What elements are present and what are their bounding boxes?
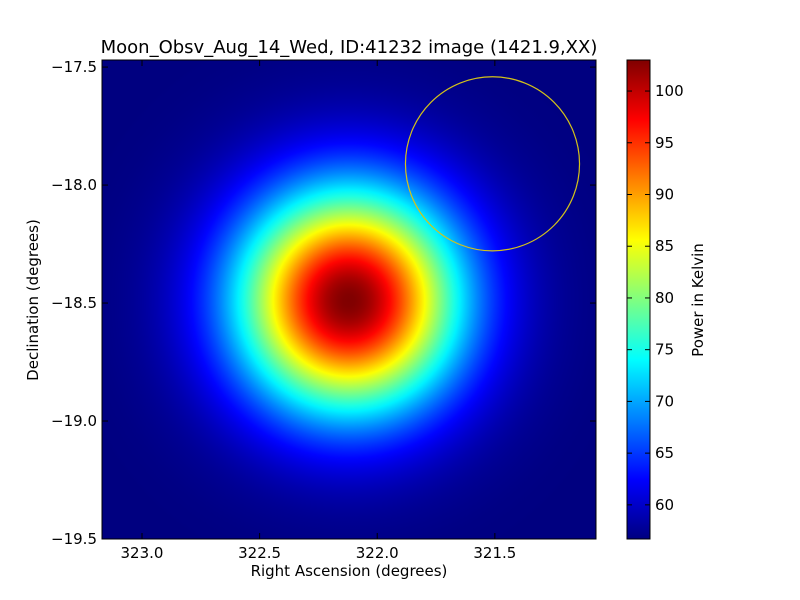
y-tick-label: −19.5	[51, 530, 97, 548]
x-tick-label: 322.0	[356, 544, 399, 562]
colorbar-tick-label: 65	[655, 444, 674, 462]
source-emission	[102, 60, 596, 539]
x-axis-ticks: 323.0 322.5 322.0 321.5	[121, 60, 516, 562]
chart-title: Moon_Obsv_Aug_14_Wed, ID:41232 image (14…	[101, 37, 598, 58]
colorbar-tick-label: 85	[655, 237, 674, 255]
y-axis-label: Declination (degrees)	[24, 219, 42, 381]
colorbar-label: Power in Kelvin	[689, 243, 707, 357]
colorbar	[626, 59, 651, 540]
x-axis-label: Right Ascension (degrees)	[251, 562, 448, 580]
colorbar-tick-label: 90	[655, 185, 674, 203]
y-tick-label: −19.0	[51, 412, 97, 430]
colorbar-tick-label: 70	[655, 392, 674, 410]
y-tick-label: −17.5	[51, 58, 97, 76]
colorbar-tick-label: 100	[655, 82, 684, 100]
x-tick-label: 321.5	[473, 544, 516, 562]
y-axis-ticks: −17.5 −18.0 −18.5 −19.0 −19.5	[51, 58, 596, 548]
colorbar-tick-label: 75	[655, 341, 674, 359]
colorbar-tick-label: 80	[655, 289, 674, 307]
plot-frame	[101, 59, 597, 540]
colorbar-ticks: 60 65 70 75 80 85 90 95 100	[627, 82, 684, 514]
colorbar-tick-label: 95	[655, 134, 674, 152]
y-tick-label: −18.0	[51, 176, 97, 194]
x-tick-label: 322.5	[238, 544, 281, 562]
y-tick-label: −18.5	[51, 294, 97, 312]
x-tick-label: 323.0	[121, 544, 164, 562]
colorbar-tick-label: 60	[655, 496, 674, 514]
heatmap-plot-area	[102, 60, 596, 539]
beam-circle-marker	[404, 76, 581, 252]
